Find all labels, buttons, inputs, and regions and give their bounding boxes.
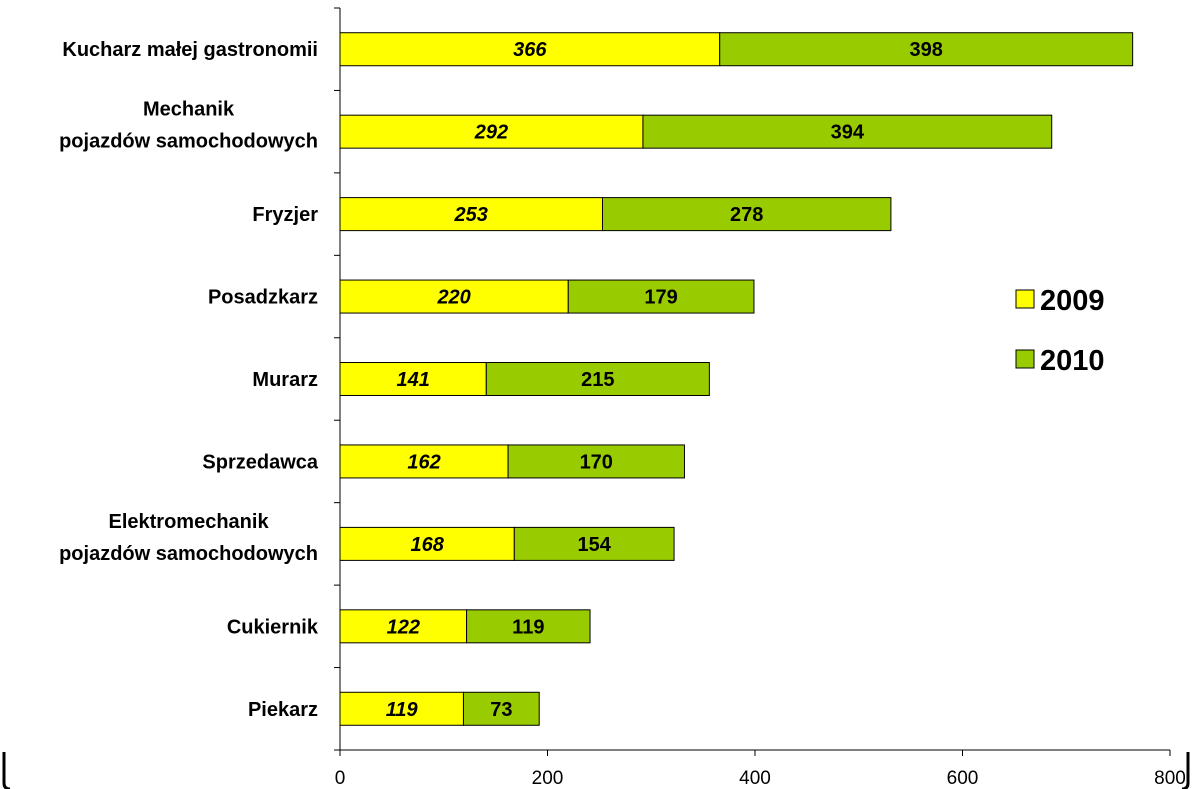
axis-layer: 0 200 400 600 800	[334, 7, 1186, 789]
x-tick-label-4: 800	[1154, 768, 1186, 789]
category-label-7: Cukiernik	[227, 616, 319, 638]
x-tick-label-0: 0	[335, 768, 346, 789]
bar-2010-7	[466, 609, 591, 644]
bar-2010-8	[462, 691, 540, 726]
legend: 2009 2010	[1015, 285, 1105, 377]
bar-2010-0	[719, 32, 1134, 67]
data-label-2010-1: 394	[831, 122, 865, 144]
category-label-8: Piekarz	[248, 699, 318, 721]
data-label-2009-6: 168	[410, 534, 444, 556]
bars-layer	[339, 32, 1134, 726]
category-label-0: Kucharz małej gastronomii	[62, 39, 318, 61]
labels-layer: 366 398 Kucharz małej gastronomii 292 394 Mec…	[59, 39, 943, 721]
category-label-1: Mechanik pojazdów samochodowych	[59, 99, 318, 153]
data-label-2009-5: 162	[407, 451, 440, 473]
legend-swatch-2009	[1015, 289, 1035, 309]
legend-label-2010: 2010	[1040, 345, 1105, 377]
data-label-2010-7: 119	[512, 616, 544, 638]
x-tick-label-2: 400	[739, 768, 771, 789]
category-label-2: Fryzjer	[252, 204, 318, 226]
data-label-2009-4: 141	[396, 369, 429, 391]
data-label-2010-2: 278	[730, 204, 763, 226]
data-label-2009-0: 366	[513, 39, 547, 61]
data-label-2010-4: 215	[581, 369, 614, 391]
bar-2010-5	[507, 444, 685, 479]
x-tick-label-1: 200	[532, 768, 564, 789]
bar-2010-6	[513, 526, 675, 561]
data-label-2010-6: 154	[578, 534, 612, 556]
bar-2009-5	[339, 444, 509, 479]
legend-label-2009: 2009	[1040, 285, 1105, 317]
data-label-2009-7: 122	[387, 616, 420, 638]
x-tick-label-3: 600	[947, 768, 979, 789]
data-label-2010-0: 398	[910, 39, 943, 61]
data-label-2010-5: 170	[580, 451, 613, 473]
bar-2010-3	[567, 279, 755, 314]
legend-swatch-2010	[1015, 349, 1035, 369]
bar-2009-3	[339, 279, 569, 314]
bar-2010-4	[485, 362, 710, 396]
category-label-4: Murarz	[252, 369, 318, 391]
bar-2010-2	[601, 197, 892, 232]
category-label-6: Elektromechanik pojazdów samochodowych	[59, 511, 318, 565]
data-label-2009-8: 119	[386, 699, 419, 721]
bar-2010-1	[642, 114, 1053, 149]
data-label-2010-3: 179	[644, 287, 677, 309]
data-label-2009-3: 220	[436, 287, 470, 309]
category-label-3: Posadzkarz	[208, 287, 318, 309]
bar-2009-4	[339, 362, 487, 396]
bar-2009-1	[339, 114, 644, 149]
bar-2009-0	[339, 32, 721, 67]
bar-2009-2	[339, 197, 603, 232]
data-label-2009-2: 253	[454, 204, 488, 226]
category-label-5: Sprzedawca	[202, 451, 318, 473]
data-label-2010-8: 73	[490, 699, 512, 721]
data-label-2009-1: 292	[474, 122, 508, 144]
bar-2009-8	[339, 691, 464, 726]
